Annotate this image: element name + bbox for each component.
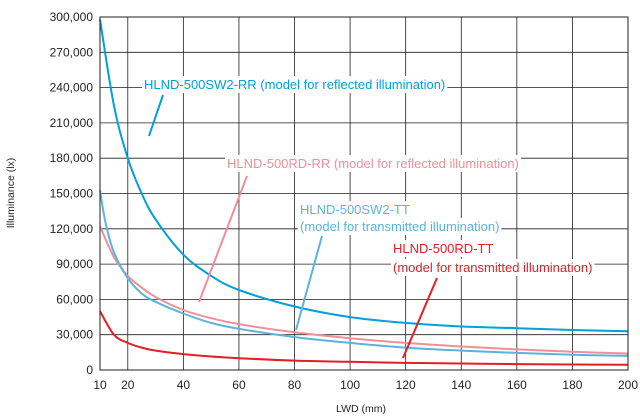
annotation-background (298, 201, 412, 218)
annotation-background (225, 155, 521, 172)
x-tick-label: 100 (340, 378, 360, 392)
leader-rd-tt (402, 277, 438, 359)
x-tick-label: 60 (232, 378, 246, 392)
x-tick-label: 20 (121, 378, 135, 392)
series-line-sw2-rr (99, 19, 629, 333)
y-tick-label: 210,000 (50, 116, 94, 130)
series-curves (99, 19, 629, 366)
leader-sw2-rr (148, 94, 164, 137)
series-line-rd-rr (99, 225, 629, 355)
x-tick-label: 10 (93, 378, 107, 392)
annotation-background (391, 240, 496, 257)
y-tick-label: 300,000 (50, 10, 94, 24)
x-tick-label: 180 (562, 378, 582, 392)
y-tick-label: 270,000 (50, 45, 94, 59)
plot-frame (99, 16, 629, 371)
y-tick-label: 150,000 (50, 187, 94, 201)
x-tick-label: 200 (618, 378, 638, 392)
y-tick-labels: 0 30,000 60,000 90,000 120,000 150,000 180,000… (50, 10, 94, 377)
annotation-background (142, 76, 448, 93)
y-tick-label: 0 (86, 363, 93, 377)
x-tick-label: 40 (177, 378, 191, 392)
x-tick-label: 120 (396, 378, 416, 392)
x-tick-label: 160 (507, 378, 527, 392)
x-tick-label: 140 (451, 378, 471, 392)
grid-lines (100, 17, 628, 370)
annotation-leaders (148, 94, 438, 359)
y-tick-label: 180,000 (50, 151, 94, 165)
y-tick-label: 90,000 (56, 257, 93, 271)
leader-rd-rr (198, 175, 248, 303)
series-line-sw2-tt (99, 189, 629, 357)
annotation-sw2-rr: HLND-500SW2-RR (model for reflected illu… (144, 77, 445, 92)
y-tick-label: 60,000 (56, 292, 93, 306)
annotation-background (391, 259, 595, 276)
annotation-sw2-tt-name: HLND-500SW2-TT (300, 202, 410, 217)
x-axis-title: LWD (mm) (336, 403, 386, 415)
x-tick-labels: 10 20 40 60 80 100 120 140 160 180 200 (93, 378, 638, 392)
leader-sw2-tt (295, 235, 323, 331)
y-tick-label: 30,000 (56, 328, 93, 342)
annotation-background (298, 218, 502, 235)
annotation-sw2-tt-desc: (model for transmitted illumination) (300, 219, 499, 234)
annotation-rd-tt-name: HLND-500RD-TT (393, 241, 493, 256)
series-line-rd-tt (99, 310, 629, 366)
x-tick-label: 80 (288, 378, 302, 392)
y-tick-label: 120,000 (50, 222, 94, 236)
y-axis-title: Illuminance (lx) (5, 158, 17, 229)
y-tick-label: 240,000 (50, 81, 94, 95)
annotation-rd-tt-desc: (model for transmitted illumination) (393, 260, 592, 275)
annotation-rd-rr: HLND-500RD-RR (model for reflected illum… (227, 156, 519, 171)
